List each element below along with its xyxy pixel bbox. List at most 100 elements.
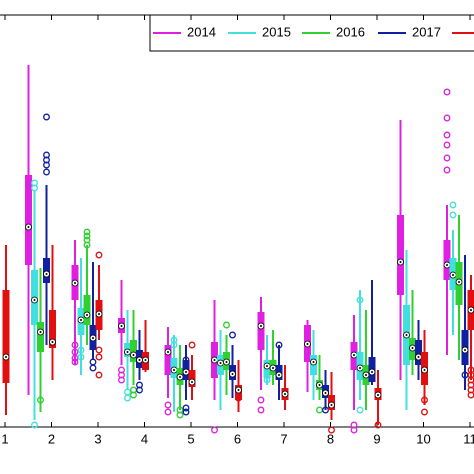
outlier [182, 404, 190, 412]
box [49, 310, 56, 348]
median-dot [260, 325, 262, 327]
outlier [43, 113, 50, 121]
outlier [77, 346, 85, 354]
median-dot [185, 371, 187, 373]
median-dot [278, 374, 280, 376]
outlier [182, 356, 190, 364]
outlier [263, 376, 271, 384]
outlier [211, 426, 218, 434]
outlier [31, 179, 38, 187]
outlier [443, 141, 451, 149]
outlier [356, 296, 364, 304]
x-tick-label: 1 [1, 431, 8, 446]
legend-label: 2017 [412, 24, 441, 39]
median-dot [312, 361, 315, 363]
outlier [31, 421, 38, 429]
outlier [95, 371, 103, 379]
median-dot [144, 359, 147, 361]
median-dot [411, 347, 414, 349]
median-dot [359, 367, 361, 369]
median-dot [92, 337, 94, 339]
outlier [223, 321, 230, 329]
outlier [71, 341, 79, 349]
outlier [350, 426, 358, 434]
median-dot [225, 361, 228, 363]
outlier [443, 88, 451, 96]
median-dot [39, 331, 42, 333]
median-dot [423, 369, 426, 371]
outlier [83, 228, 91, 236]
legend-label: 2015 [262, 24, 291, 39]
median-dot [33, 299, 36, 301]
outlier [182, 408, 190, 416]
median-dot [74, 282, 76, 284]
median-dot [45, 273, 48, 275]
box [2, 290, 10, 383]
median-dot [330, 404, 333, 406]
box [25, 175, 32, 265]
median-dot [464, 349, 466, 351]
outlier [77, 353, 85, 361]
outlier [328, 426, 335, 434]
median-dot [179, 376, 181, 378]
x-tick-label: 6 [234, 431, 241, 446]
median-dot [132, 354, 135, 356]
outlier [130, 391, 137, 399]
median-dot [399, 261, 402, 263]
median-dot [452, 274, 454, 276]
x-tick-label: 5 [187, 431, 194, 446]
median-dot [266, 365, 268, 367]
legend-label: 2014 [187, 24, 216, 39]
box [83, 295, 91, 325]
median-dot [284, 393, 286, 395]
median-dot [51, 341, 54, 343]
median-dot [98, 313, 100, 315]
legend-label: 2016 [336, 24, 365, 39]
median-dot [272, 367, 274, 369]
outlier [124, 394, 131, 402]
median-dot [458, 281, 460, 283]
outlier [136, 386, 143, 394]
median-dot [231, 373, 234, 375]
x-tick-label: 4 [141, 431, 148, 446]
outlier [275, 341, 283, 349]
box [397, 215, 404, 295]
outlier [229, 331, 236, 339]
outlier [95, 346, 103, 354]
median-dot [470, 309, 472, 311]
box [443, 240, 451, 280]
median-dot [167, 351, 169, 353]
outlier [257, 396, 265, 404]
outlier [71, 358, 79, 366]
x-tick-label: 2 [48, 431, 55, 446]
box [164, 345, 172, 375]
outlier [356, 406, 364, 414]
median-dot [377, 394, 379, 396]
median-dot [27, 226, 30, 228]
median-dot [237, 389, 240, 391]
outlier [37, 396, 44, 404]
median-dot [219, 362, 222, 364]
median-dot [120, 325, 123, 327]
median-dot [318, 384, 321, 386]
median-dot [138, 359, 141, 361]
outlier [374, 421, 382, 429]
median-dot [213, 359, 216, 361]
median-dot [191, 381, 193, 383]
outlier [443, 166, 451, 174]
outlier [89, 364, 97, 372]
median-dot [405, 334, 408, 336]
outlier [449, 211, 457, 219]
outlier [176, 411, 184, 419]
median-dot [5, 356, 7, 358]
outlier [170, 341, 178, 349]
x-tick-label: 3 [94, 431, 101, 446]
x-tick-label: 10 [416, 431, 430, 446]
outlier [235, 394, 242, 402]
median-dot [173, 369, 175, 371]
outlier [449, 201, 457, 209]
outlier [118, 376, 125, 384]
outlier [188, 341, 196, 349]
x-tick-label: 9 [373, 431, 380, 446]
median-dot [353, 354, 355, 356]
